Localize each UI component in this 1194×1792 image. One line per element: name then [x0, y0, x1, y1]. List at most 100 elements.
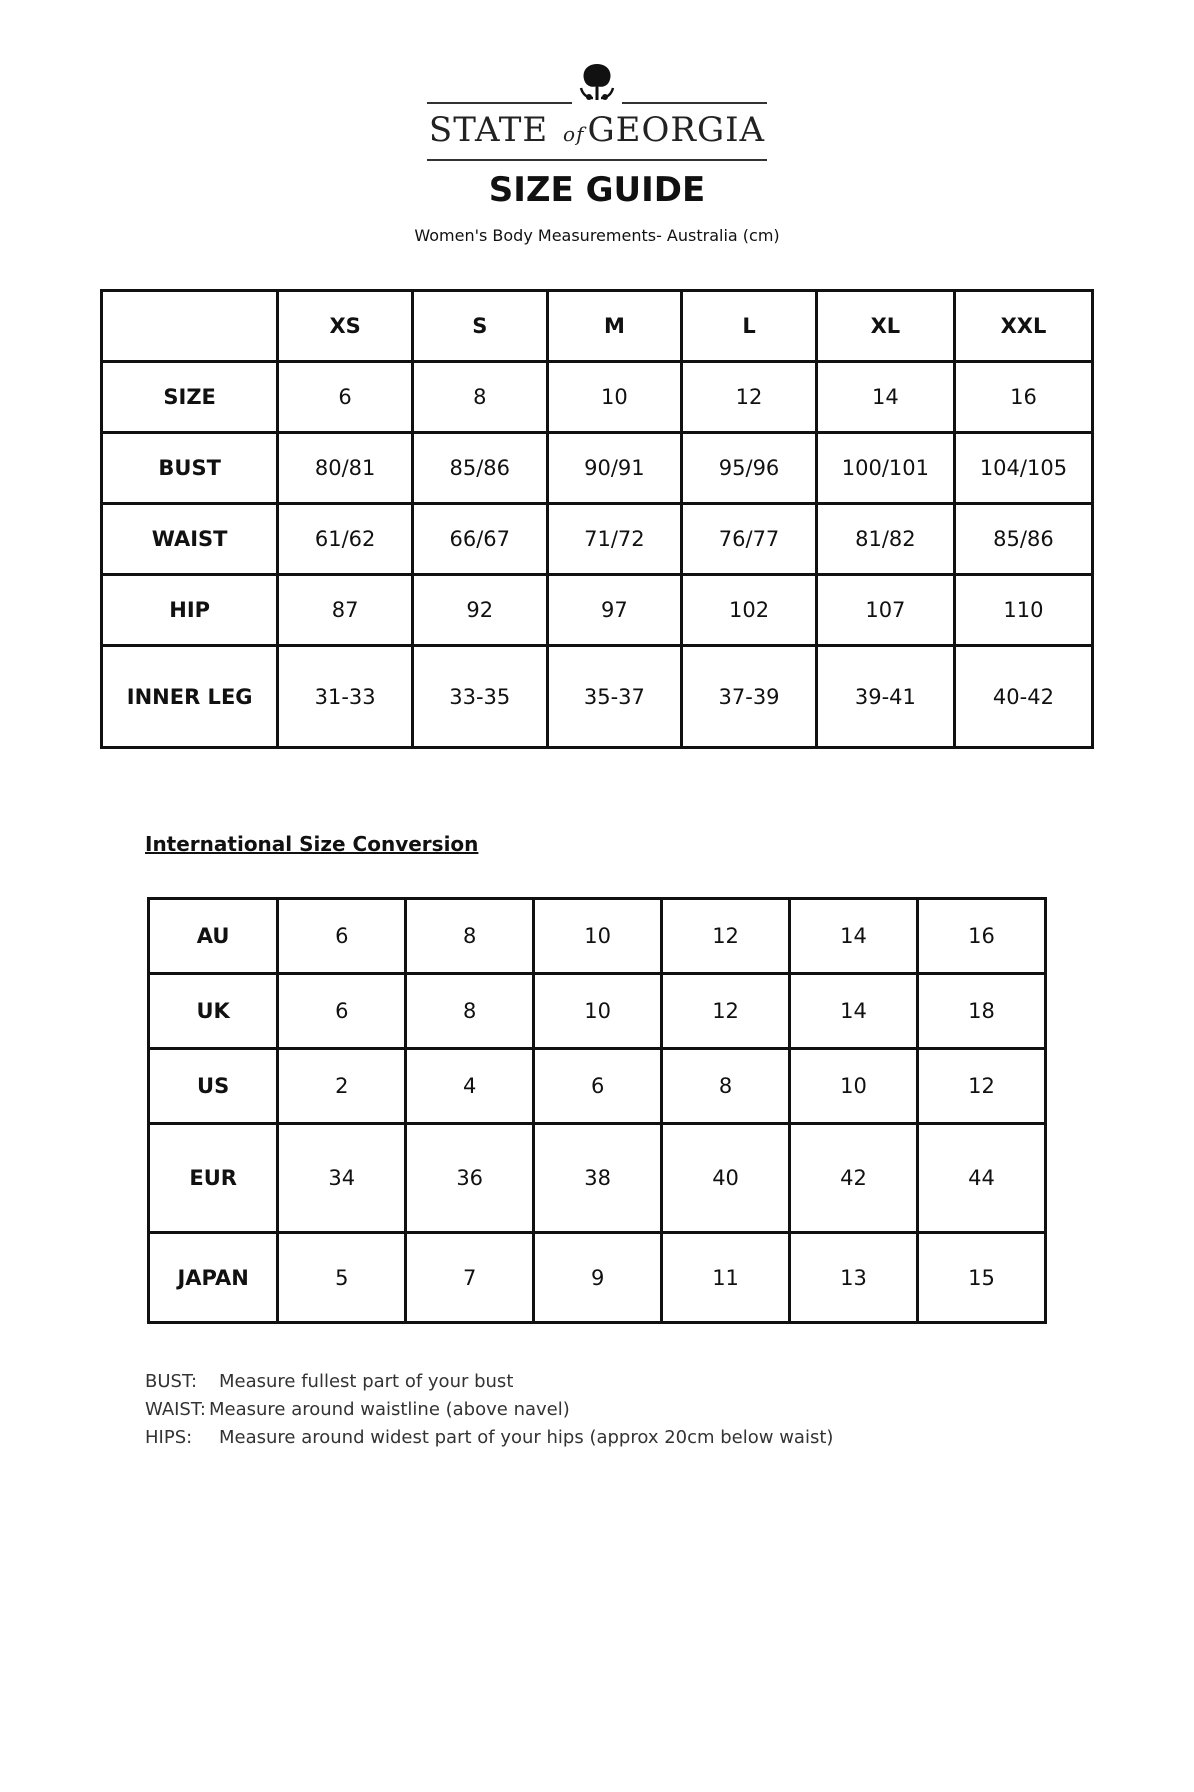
table-cell: 5 — [276, 1231, 408, 1324]
note-hips: HIPS: Measure around widest part of your … — [145, 1427, 834, 1448]
table-cell: 110 — [952, 573, 1095, 647]
header-cell: M — [545, 289, 684, 363]
table-cell: 10 — [532, 897, 664, 975]
table-cell: 4 — [404, 1047, 536, 1125]
conversion-heading: International Size Conversion — [145, 832, 479, 856]
page-title: SIZE GUIDE — [488, 170, 706, 210]
table-row: JAPAN 5 7 9 11 13 15 — [146, 1231, 1048, 1324]
table-cell: 85/86 — [410, 431, 549, 505]
table-cell: 2 — [276, 1047, 408, 1125]
table-row: INNER LEG 31-33 33-35 35-37 37-39 39-41 40-42 — [99, 644, 1095, 749]
table-cell: 6 — [276, 897, 408, 975]
table-cell: 8 — [410, 360, 549, 434]
table-cell: 16 — [952, 360, 1095, 434]
row-label: SIZE — [99, 360, 280, 434]
table-cell: 10 — [788, 1047, 919, 1125]
table-cell: 37-39 — [680, 644, 818, 749]
table-cell: 40 — [660, 1122, 792, 1234]
row-label: AU — [146, 897, 280, 975]
row-label: WAIST — [99, 502, 280, 576]
table-cell: 12 — [660, 972, 792, 1050]
table-cell: 8 — [660, 1047, 792, 1125]
table-row: EUR 34 36 38 40 42 44 — [146, 1122, 1048, 1234]
table-row: WAIST 61/62 66/67 71/72 76/77 81/82 85/86 — [99, 502, 1095, 576]
table-cell: 14 — [814, 360, 956, 434]
logo-rule-bottom — [427, 159, 767, 161]
row-label: US — [146, 1047, 280, 1125]
page-subtitle: Women's Body Measurements- Australia (cm… — [414, 226, 780, 245]
header-cell: XS — [276, 289, 414, 363]
row-label: INNER LEG — [99, 644, 280, 749]
header-cell: L — [680, 289, 818, 363]
table-cell: 71/72 — [545, 502, 684, 576]
table-cell: 38 — [532, 1122, 664, 1234]
table-row: HIP 87 92 97 102 107 110 — [99, 573, 1095, 647]
table-cell: 16 — [915, 897, 1048, 975]
table-cell: 102 — [680, 573, 818, 647]
table-header-row: XS S M L XL XXL — [99, 289, 1095, 363]
table-cell: 95/96 — [680, 431, 818, 505]
table-cell: 44 — [915, 1122, 1048, 1234]
table-cell: 61/62 — [276, 502, 414, 576]
header-cell: S — [410, 289, 549, 363]
table-cell: 66/67 — [410, 502, 549, 576]
table-cell: 104/105 — [952, 431, 1095, 505]
header-cell — [99, 289, 280, 363]
table-cell: 6 — [276, 972, 408, 1050]
row-label: BUST — [99, 431, 280, 505]
table-cell: 10 — [532, 972, 664, 1050]
table-cell: 14 — [788, 972, 919, 1050]
table-row: UK 6 8 10 12 14 18 — [146, 972, 1048, 1050]
note-bust: BUST: Measure fullest part of your bust — [145, 1371, 514, 1392]
table-cell: 42 — [788, 1122, 919, 1234]
row-label: HIP — [99, 573, 280, 647]
table-cell: 76/77 — [680, 502, 818, 576]
table-cell: 107 — [814, 573, 956, 647]
body-measurements-table: XS S M L XL XXL SIZE 6 8 10 12 14 16 BUST 80/81 8… — [99, 289, 1095, 749]
table-cell: 36 — [404, 1122, 536, 1234]
table-cell: 80/81 — [276, 431, 414, 505]
measurement-notes: BUST: Measure fullest part of your bust W… — [145, 1368, 833, 1452]
logo-rule-top-left — [427, 102, 572, 104]
table-cell: 12 — [680, 360, 818, 434]
table-cell: 40-42 — [952, 644, 1095, 749]
table-cell: 15 — [915, 1231, 1048, 1324]
table-cell: 7 — [404, 1231, 536, 1324]
logo-rule-top-right — [622, 102, 767, 104]
header-cell: XL — [814, 289, 956, 363]
table-row: BUST 80/81 85/86 90/91 95/96 100/101 104/105 — [99, 431, 1095, 505]
table-cell: 8 — [404, 897, 536, 975]
table-cell: 92 — [410, 573, 549, 647]
size-conversion-table: AU 6 8 10 12 14 16 UK 6 8 10 12 14 18 US 2 4 6 8 10 12 EUR 34 3… — [146, 897, 1048, 1324]
note-waist: WAIST: Measure around waistline (above na… — [145, 1399, 570, 1420]
table-row: AU 6 8 10 12 14 16 — [146, 897, 1048, 975]
table-cell: 10 — [545, 360, 684, 434]
table-cell: 100/101 — [814, 431, 956, 505]
table-cell: 87 — [276, 573, 414, 647]
header-cell: XXL — [952, 289, 1095, 363]
table-row: SIZE 6 8 10 12 14 16 — [99, 360, 1095, 434]
table-cell: 12 — [915, 1047, 1048, 1125]
table-cell: 11 — [660, 1231, 792, 1324]
table-cell: 39-41 — [814, 644, 956, 749]
table-cell: 34 — [276, 1122, 408, 1234]
table-cell: 35-37 — [545, 644, 684, 749]
table-cell: 6 — [532, 1047, 664, 1125]
table-cell: 81/82 — [814, 502, 956, 576]
table-cell: 31-33 — [276, 644, 414, 749]
table-cell: 9 — [532, 1231, 664, 1324]
table-cell: 90/91 — [545, 431, 684, 505]
tree-icon — [579, 64, 615, 100]
row-label: UK — [146, 972, 280, 1050]
table-cell: 12 — [660, 897, 792, 975]
table-cell: 14 — [788, 897, 919, 975]
row-label: JAPAN — [146, 1231, 280, 1324]
table-cell: 97 — [545, 573, 684, 647]
row-label: EUR — [146, 1122, 280, 1234]
table-cell: 85/86 — [952, 502, 1095, 576]
table-cell: 6 — [276, 360, 414, 434]
brand-logo: STATE ofGEORGIA — [427, 62, 767, 162]
table-cell: 13 — [788, 1231, 919, 1324]
table-cell: 8 — [404, 972, 536, 1050]
table-row: US 2 4 6 8 10 12 — [146, 1047, 1048, 1125]
